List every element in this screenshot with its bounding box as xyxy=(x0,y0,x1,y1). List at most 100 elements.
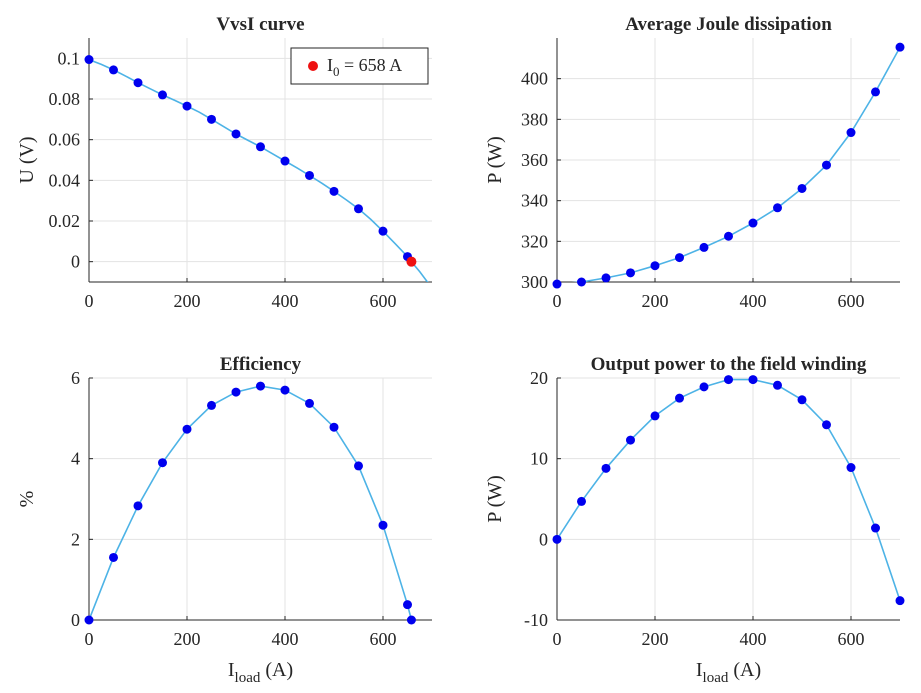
y-tick-label: 320 xyxy=(521,231,548,251)
data-point xyxy=(403,600,412,610)
data-point xyxy=(305,170,314,180)
data-point xyxy=(231,129,241,139)
data-point xyxy=(158,458,167,468)
chart-title: Average Joule dissipation xyxy=(625,14,832,35)
data-point xyxy=(84,615,94,625)
x-axis-label-main: I xyxy=(228,659,235,681)
legend: I0 = 658 A xyxy=(290,47,429,85)
y-tick-label: 20 xyxy=(530,368,548,388)
data-point xyxy=(354,461,363,471)
legend-label-main: I xyxy=(327,55,333,75)
data-point xyxy=(84,55,94,65)
x-tick-label: 400 xyxy=(272,291,299,311)
data-point xyxy=(699,242,709,252)
x-tick-label: 600 xyxy=(838,291,865,311)
data-point xyxy=(256,381,265,391)
data-point xyxy=(133,501,143,511)
highlight-point xyxy=(406,256,417,267)
y-tick-label: -10 xyxy=(524,610,548,630)
y-tick-label: 0 xyxy=(539,529,548,549)
x-axis-label-subscript: load xyxy=(703,670,729,686)
data-point xyxy=(699,382,709,392)
y-axis-label: % xyxy=(16,491,38,508)
legend-label-subscript: 0 xyxy=(333,64,340,79)
y-tick-label: 400 xyxy=(521,69,548,89)
y-tick-label: 0.06 xyxy=(49,130,81,150)
x-tick-label: 200 xyxy=(174,291,201,311)
y-tick-label: 2 xyxy=(71,529,80,549)
data-point xyxy=(378,226,388,236)
x-tick-label: 0 xyxy=(553,629,562,649)
y-tick-label: 6 xyxy=(71,368,80,388)
data-point xyxy=(280,385,290,395)
y-tick-label: 4 xyxy=(71,449,80,469)
x-tick-label: 200 xyxy=(642,629,669,649)
x-axis-label-main: I xyxy=(696,659,703,681)
data-point xyxy=(797,183,807,193)
x-tick-label: 600 xyxy=(370,291,397,311)
data-point xyxy=(748,218,758,228)
data-point xyxy=(378,520,388,530)
x-axis-label: Iload (A) xyxy=(696,659,761,686)
data-point xyxy=(280,156,290,166)
data-point xyxy=(207,400,216,410)
x-axis-label-subscript: load xyxy=(235,670,261,686)
data-point xyxy=(626,435,635,445)
x-tick-label: 400 xyxy=(740,629,767,649)
y-tick-label: 0 xyxy=(71,252,80,272)
x-tick-label: 600 xyxy=(838,629,865,649)
x-tick-label: 0 xyxy=(553,291,562,311)
y-tick-label: 300 xyxy=(521,272,548,292)
y-tick-label: 0.04 xyxy=(49,170,81,190)
data-point xyxy=(601,463,611,473)
y-tick-label: 360 xyxy=(521,150,548,170)
x-axis-label: Iload (A) xyxy=(228,659,293,686)
y-tick-label: 0.08 xyxy=(49,89,81,109)
x-tick-label: 400 xyxy=(740,291,767,311)
data-point xyxy=(109,552,118,562)
y-tick-label: 340 xyxy=(521,191,548,211)
data-point xyxy=(182,101,192,111)
data-point xyxy=(797,395,807,405)
data-point xyxy=(650,261,660,271)
data-point xyxy=(675,393,684,403)
chart-title: Efficiency xyxy=(220,354,302,375)
x-axis-label-unit: (A) xyxy=(728,659,761,681)
data-point xyxy=(846,128,856,138)
data-point xyxy=(822,420,831,430)
data-point xyxy=(329,422,339,432)
data-point xyxy=(822,160,831,170)
x-tick-label: 400 xyxy=(272,629,299,649)
data-point xyxy=(871,523,880,533)
y-axis-label: P (W) xyxy=(484,475,506,523)
data-point xyxy=(724,375,733,385)
data-point xyxy=(329,186,339,196)
data-point xyxy=(552,279,562,289)
data-point xyxy=(650,411,660,421)
y-tick-label: 10 xyxy=(530,449,548,469)
data-point xyxy=(133,78,143,88)
x-tick-label: 0 xyxy=(85,629,94,649)
legend-label-rest: = 658 A xyxy=(340,55,403,75)
x-tick-label: 200 xyxy=(642,291,669,311)
y-axis-label: U (V) xyxy=(16,136,38,183)
data-point xyxy=(231,387,241,397)
data-point xyxy=(109,65,118,75)
data-point xyxy=(626,268,635,278)
data-point xyxy=(552,534,562,544)
data-point xyxy=(601,273,611,283)
data-point xyxy=(354,204,363,214)
chart-2: 0 200 400 600 300 320 340 360 380 400 Average Joul… xyxy=(484,14,905,311)
data-point xyxy=(305,398,314,408)
chart-title: Output power to the field winding xyxy=(591,354,867,375)
data-point xyxy=(256,142,265,152)
data-point xyxy=(182,424,192,434)
data-point xyxy=(207,114,216,124)
data-point xyxy=(846,463,856,473)
y-axis-label: P (W) xyxy=(484,136,506,184)
legend-marker xyxy=(308,61,318,71)
chart-1: 0 200 400 600 0 0.02 0.04 0.06 0.08 0.1 VvsI curve… xyxy=(16,14,432,311)
chart-3: 0 200 400 600 0 2 4 6 Efficiency% Iload (A) xyxy=(16,354,432,686)
data-point xyxy=(895,42,905,52)
